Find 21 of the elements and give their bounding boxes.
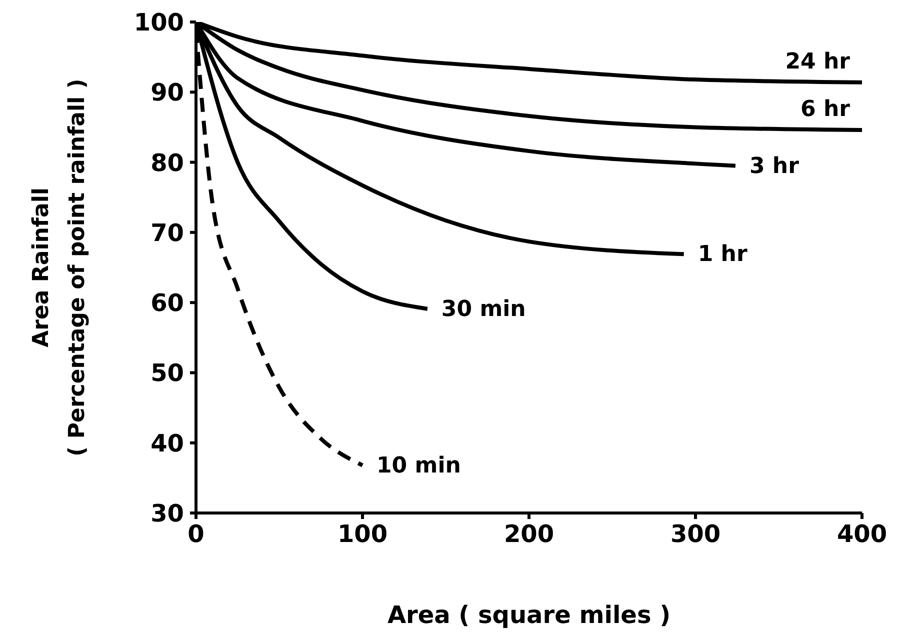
y-tick-label: 30 [150,500,184,528]
y-tick-label: 100 [134,8,184,37]
y-tick-label: 60 [150,289,184,318]
x-tick-label: 300 [670,520,721,548]
series-label: 1 hr [698,242,748,268]
y-tick-label: 80 [150,148,184,177]
series-label: 10 min [376,453,461,478]
y-tick-label: 50 [150,359,184,388]
series-label: 3 hr [749,154,800,179]
x-tick-label: 100 [337,520,388,548]
x-axis-title: Area ( square miles ) [387,601,671,629]
x-tick-label: 200 [504,520,554,548]
series-label: 24 hr [785,49,850,74]
series-label: 6 hr [800,97,850,122]
y-axis-title: Area Rainfall ( Percentage of point rainfall ) [29,78,90,456]
y-tick-label: 40 [150,429,184,458]
y-tick-label: 70 [150,218,184,247]
x-tick-label: 400 [836,520,888,548]
series-label: 30 min [441,296,526,322]
y-tick-label: 90 [150,78,184,107]
x-tick-label: 0 [188,520,204,548]
